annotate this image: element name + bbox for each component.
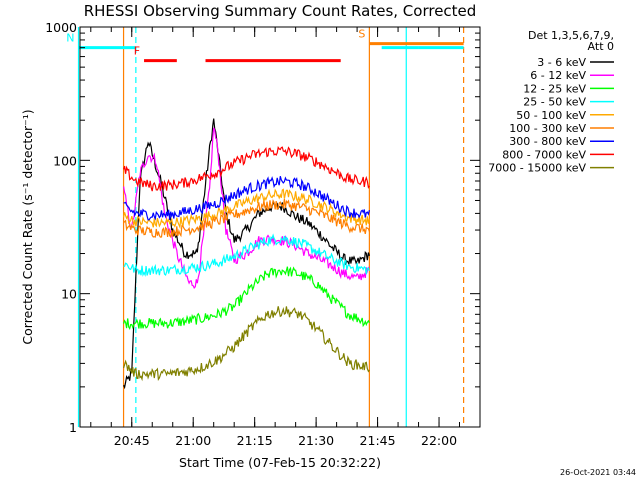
series-line [123, 198, 370, 239]
x-tick-label: 20:45 [114, 433, 150, 448]
series-line [123, 266, 370, 331]
x-tick-label: 22:00 [421, 433, 457, 448]
legend-label: 100 - 300 keV [509, 122, 586, 135]
legend-label: 12 - 25 keV [523, 82, 586, 95]
y-tick-label: 1 [69, 420, 77, 435]
x-tick-label: 21:30 [298, 433, 334, 448]
legend-label: 800 - 7000 keV [502, 148, 586, 161]
timestamp: 26-Oct-2021 03:44 [560, 468, 636, 477]
flag-label: N [66, 32, 74, 45]
legend-header: Det 1,3,5,6,7,9, [528, 29, 614, 42]
y-tick-label: 1000 [45, 20, 77, 35]
y-tick-label: 10 [61, 287, 77, 302]
series-line [123, 118, 370, 390]
y-tick-label: 100 [53, 153, 77, 168]
legend-label: 6 - 12 keV [530, 69, 586, 82]
x-axis-label: Start Time (07-Feb-15 20:32:22) [179, 455, 381, 470]
plot-frame [79, 26, 481, 428]
x-axis: 20:45 21:00 21:15 21:30 21:45 22:00 [90, 27, 481, 448]
flag-label: F [134, 45, 140, 58]
legend-label: 25 - 50 keV [523, 96, 586, 109]
legend-header: Att 0 [588, 40, 614, 53]
legend-label: 7000 - 15000 keV [488, 162, 586, 175]
series-line [123, 233, 370, 278]
y-axis: 1 10 100 1000 [45, 20, 480, 435]
flag-label: S [358, 28, 365, 41]
legend-label: 50 - 100 keV [516, 109, 586, 122]
series-line [123, 306, 370, 382]
legend-label: 3 - 6 keV [537, 56, 586, 69]
chart-title: RHESSI Observing Summary Count Rates, Co… [84, 2, 477, 20]
series-line [123, 176, 370, 221]
series-line [123, 146, 370, 192]
series-line [123, 188, 370, 230]
legend-label: 300 - 800 keV [509, 135, 586, 148]
x-tick-label: 21:15 [237, 433, 273, 448]
plot-area: N F S [66, 27, 465, 427]
x-tick-label: 21:45 [360, 433, 396, 448]
x-tick-label: 21:00 [175, 433, 211, 448]
y-axis-label: Corrected Count Rate (s⁻¹ detector⁻¹) [20, 109, 35, 344]
